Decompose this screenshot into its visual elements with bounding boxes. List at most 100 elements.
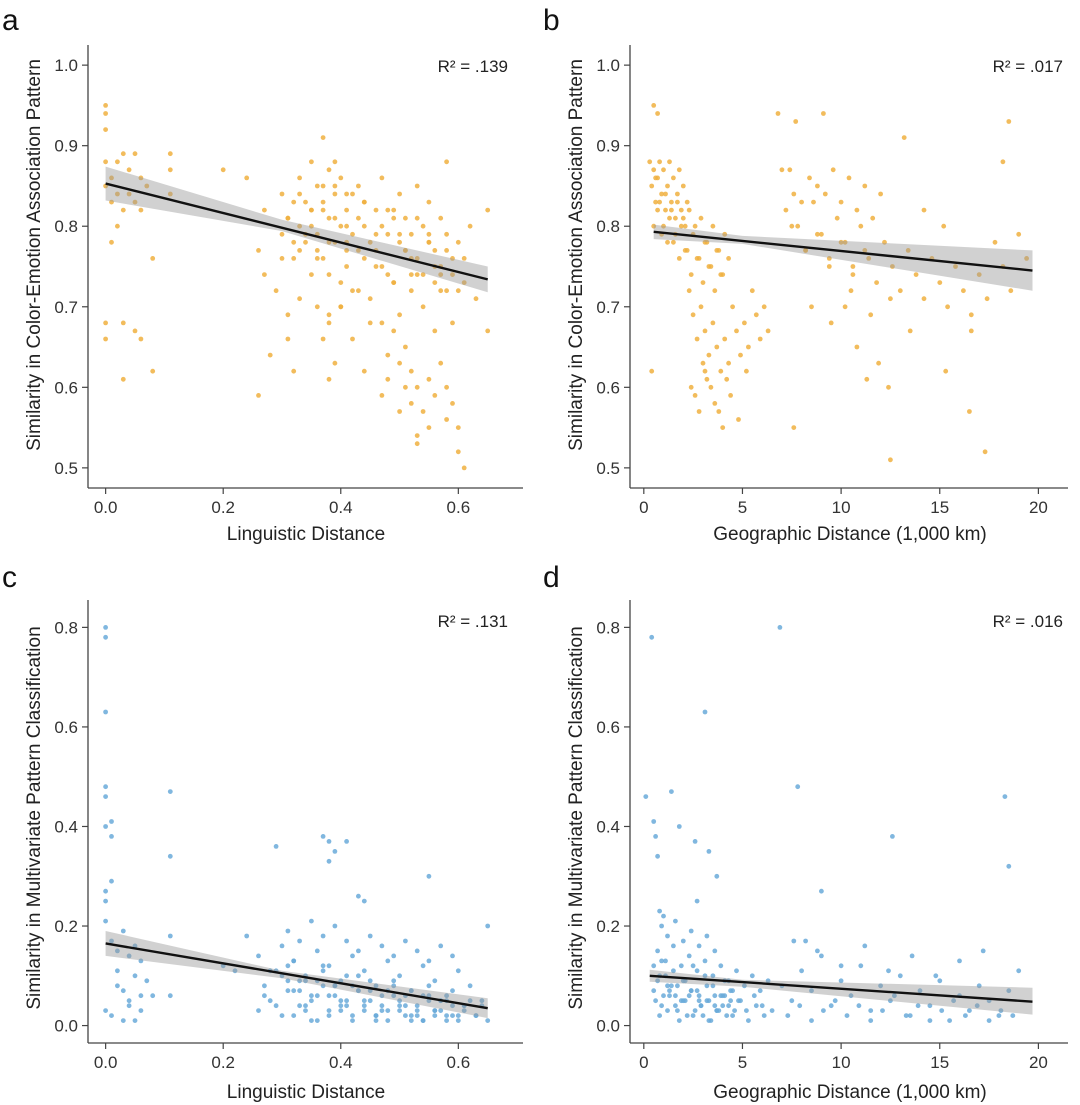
x-axis-label-d: Geographic Distance (1,000 km): [713, 1082, 987, 1103]
data-point: [115, 191, 120, 197]
data-point: [356, 988, 361, 994]
x-axis-label-c: Linguistic Distance: [227, 1082, 385, 1103]
data-point: [667, 215, 672, 221]
data-point: [828, 1003, 834, 1009]
data-point: [397, 409, 402, 414]
data-point: [704, 933, 710, 939]
data-point: [789, 223, 795, 229]
data-point: [326, 312, 332, 318]
panel-b: b Similarity in Color-Emotion Associatio…: [543, 4, 1068, 545]
y-tick-label: 0.6: [596, 378, 620, 397]
data-point: [303, 978, 308, 984]
data-point: [267, 998, 273, 1004]
data-point: [696, 943, 702, 949]
data-point: [132, 328, 138, 334]
data-point: [761, 304, 767, 310]
data-point: [892, 993, 897, 999]
data-point: [653, 998, 658, 1004]
x-tick-label: 0.0: [94, 498, 118, 517]
data-point: [426, 376, 432, 382]
data-point: [379, 943, 385, 949]
data-point: [391, 953, 397, 959]
data-point: [455, 968, 461, 974]
data-point: [373, 207, 379, 213]
data-point: [326, 1013, 332, 1018]
data-point: [314, 993, 320, 999]
data-point: [647, 159, 653, 165]
data-point: [888, 998, 893, 1004]
data-point: [420, 223, 426, 229]
data-point: [132, 973, 138, 979]
data-point: [746, 344, 751, 350]
data-point: [680, 978, 686, 984]
data-point: [262, 993, 267, 999]
data-point: [730, 304, 735, 310]
panel-letter-d: d: [543, 561, 560, 594]
data-point: [696, 993, 702, 999]
data-point: [356, 893, 361, 899]
data-point: [120, 988, 126, 994]
x-tick-label: 20: [1029, 1053, 1048, 1072]
data-point: [803, 938, 808, 944]
data-point: [103, 784, 108, 790]
data-point: [870, 215, 876, 221]
data-point: [373, 264, 379, 269]
data-point: [890, 834, 895, 839]
data-point: [326, 839, 332, 844]
data-point: [854, 344, 860, 350]
data-point: [432, 328, 438, 334]
data-point: [303, 199, 308, 205]
y-tick-label: 0.9: [596, 137, 620, 156]
data-point: [385, 352, 391, 358]
data-point: [350, 191, 355, 197]
data-point: [722, 993, 728, 999]
data-point: [649, 368, 655, 374]
data-point: [649, 183, 655, 189]
data-point: [408, 401, 414, 406]
data-point: [937, 280, 943, 285]
data-point: [684, 1013, 690, 1018]
data-point: [455, 425, 461, 430]
data-point: [167, 789, 173, 794]
data-point: [326, 963, 332, 969]
data-point: [262, 207, 267, 213]
panel-d: d Similarity in Multivariate Pattern Cla…: [543, 561, 1068, 1103]
data-point: [982, 449, 988, 455]
data-point: [815, 183, 820, 189]
data-point: [126, 1003, 132, 1009]
data-point: [692, 393, 698, 398]
data-point: [1010, 1013, 1016, 1018]
data-point: [403, 248, 408, 253]
data-point: [103, 320, 108, 326]
data-point: [414, 948, 420, 954]
data-point: [438, 288, 444, 294]
data-point: [385, 231, 391, 237]
data-point: [285, 963, 291, 969]
data-point: [408, 272, 414, 277]
data-point: [326, 1008, 332, 1013]
data-point: [682, 998, 688, 1004]
data-point: [951, 998, 956, 1004]
data-point: [819, 231, 824, 237]
data-point: [379, 993, 385, 999]
data-point: [811, 199, 816, 205]
data-point: [332, 849, 338, 854]
data-point: [728, 393, 733, 398]
data-point: [909, 953, 915, 959]
data-point: [397, 312, 402, 318]
y-tick-label: 0.4: [596, 817, 620, 836]
y-tick-label: 0.7: [54, 298, 78, 317]
data-point: [120, 1018, 126, 1023]
data-point: [279, 191, 285, 197]
data-point: [720, 425, 726, 430]
data-point: [303, 1003, 308, 1009]
data-point: [444, 993, 449, 999]
data-point: [103, 709, 108, 715]
data-point: [680, 183, 686, 189]
data-point: [862, 943, 868, 949]
data-point: [858, 963, 864, 969]
data-point: [126, 953, 132, 959]
data-point: [736, 417, 741, 422]
data-point: [320, 336, 326, 342]
data-point: [665, 1008, 670, 1013]
